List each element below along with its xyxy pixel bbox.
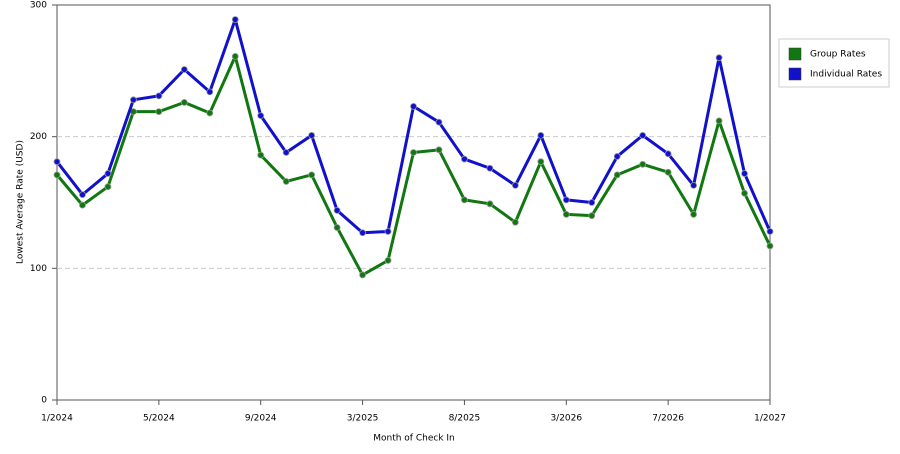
data-point <box>333 224 341 231</box>
data-point <box>155 108 163 116</box>
legend-swatch <box>788 47 802 61</box>
legend-swatch <box>788 67 802 81</box>
y-tick-label: 0 <box>41 396 47 406</box>
y-tick-label: 200 <box>30 132 47 142</box>
data-point <box>129 96 137 104</box>
data-point <box>333 206 341 214</box>
y-axis-title: Lowest Average Rate (USD) <box>16 140 26 264</box>
data-point <box>410 102 417 110</box>
x-tick-label: 7/2026 <box>652 414 684 424</box>
data-point <box>562 210 570 218</box>
data-point <box>511 218 519 226</box>
data-point <box>741 189 748 197</box>
data-point <box>664 168 672 176</box>
legend-label: Group Rates <box>810 50 866 60</box>
data-point <box>588 212 596 220</box>
data-point <box>384 228 392 235</box>
x-tick-label: 9/2024 <box>245 414 277 424</box>
x-axis-title: Month of Check In <box>373 434 455 444</box>
x-tick-label: 3/2026 <box>550 414 582 424</box>
data-point <box>613 153 621 160</box>
data-point <box>79 201 86 209</box>
data-point <box>715 117 723 125</box>
data-point <box>359 229 366 237</box>
data-point <box>613 171 621 179</box>
data-point <box>486 200 494 208</box>
x-tick-label: 1/2024 <box>41 414 73 424</box>
data-point <box>282 149 290 156</box>
data-point <box>690 181 698 189</box>
data-point <box>639 131 647 139</box>
data-point <box>690 210 698 218</box>
data-point <box>155 92 163 100</box>
data-point <box>562 196 570 204</box>
data-point <box>79 191 86 199</box>
data-point <box>537 158 545 166</box>
x-tick-label: 5/2024 <box>143 414 175 424</box>
data-point <box>511 181 519 189</box>
data-point <box>180 99 188 106</box>
data-point <box>308 171 316 179</box>
data-point <box>206 109 214 117</box>
data-point <box>231 52 239 60</box>
data-point <box>104 183 112 191</box>
data-point <box>741 170 748 177</box>
data-point <box>766 228 774 235</box>
data-point <box>104 170 112 177</box>
data-point <box>206 88 214 96</box>
x-tick-label: 1/2027 <box>754 414 786 424</box>
data-point <box>435 118 443 126</box>
plot-area <box>56 4 771 401</box>
data-point <box>308 131 316 139</box>
data-point <box>461 155 468 163</box>
data-point <box>359 271 366 279</box>
data-point <box>537 131 545 139</box>
data-point <box>180 66 188 73</box>
data-point <box>664 150 672 158</box>
data-point <box>461 196 468 204</box>
x-tick-label: 3/2025 <box>347 414 379 424</box>
data-point <box>231 16 239 23</box>
data-point <box>257 112 265 119</box>
data-point <box>486 164 494 172</box>
data-point <box>53 158 61 166</box>
data-point <box>639 160 647 168</box>
legend-label: Individual Rates <box>810 70 882 80</box>
data-point <box>257 151 265 159</box>
data-point <box>766 242 774 250</box>
data-point <box>53 171 61 179</box>
data-point <box>435 146 443 154</box>
data-point <box>588 199 596 206</box>
y-tick-label: 100 <box>30 264 47 274</box>
data-point <box>410 149 417 156</box>
y-tick-label: 300 <box>30 1 47 11</box>
data-point <box>282 178 290 185</box>
data-point <box>384 257 392 264</box>
x-tick-label: 8/2025 <box>449 414 481 424</box>
data-point <box>715 54 723 62</box>
